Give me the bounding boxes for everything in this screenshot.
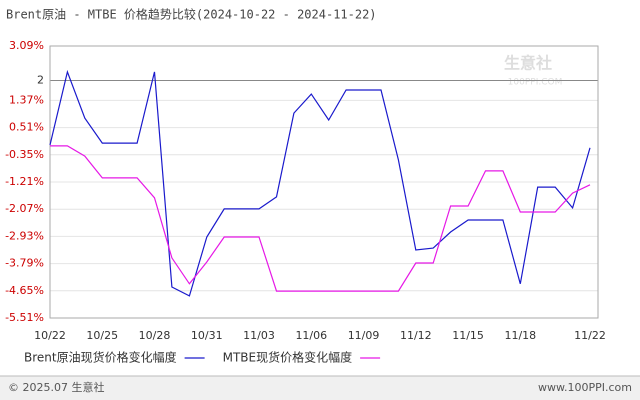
x-tick-label: 10/22 [34, 329, 66, 342]
y-tick-label: -2.07% [5, 202, 44, 215]
y-tick-label: -1.21% [5, 175, 44, 188]
legend-label: MTBE现货价格变化幅度 [223, 350, 353, 365]
legend-label: Brent原油现货价格变化幅度 [24, 350, 177, 365]
footer-site: www.100PPI.com [538, 381, 632, 394]
y-tick-label: -3.79% [5, 257, 44, 270]
data-line [50, 145, 591, 292]
x-tick-label: 11/22 [574, 329, 606, 342]
y-tick-label: 1.37% [9, 93, 44, 106]
x-tick-label: 11/06 [295, 329, 327, 342]
watermark-site: 100PPI.COM [508, 78, 563, 88]
x-tick-label: 11/18 [504, 329, 536, 342]
x-tick-label: 10/28 [139, 329, 171, 342]
x-tick-label: 11/15 [452, 329, 484, 342]
y-tick-label: 2 [37, 73, 44, 86]
chart-title: Brent原油 - MTBE 价格趋势比较(2024-10-22 - 2024-… [6, 7, 377, 22]
data-line [49, 69, 591, 297]
x-tick-label: 10/31 [191, 329, 223, 342]
footer-copyright: © 2025.07 生意社 [8, 380, 104, 394]
watermark-name: 生意社 [504, 54, 552, 73]
x-tick-label: 11/12 [400, 329, 432, 342]
y-tick-label: 0.51% [9, 121, 44, 134]
x-tick-label: 10/25 [86, 329, 118, 342]
x-tick-label: 11/03 [243, 329, 275, 342]
footer-bar [0, 376, 640, 400]
y-tick-label: -0.35% [5, 148, 44, 161]
y-tick-label: -5.51% [5, 311, 44, 324]
plot-frame [49, 45, 599, 319]
y-tick-label: -2.93% [5, 229, 44, 242]
y-tick-label: -4.65% [5, 284, 44, 297]
x-tick-label: 11/09 [348, 329, 380, 342]
y-tick-label: 3.09% [9, 39, 44, 52]
